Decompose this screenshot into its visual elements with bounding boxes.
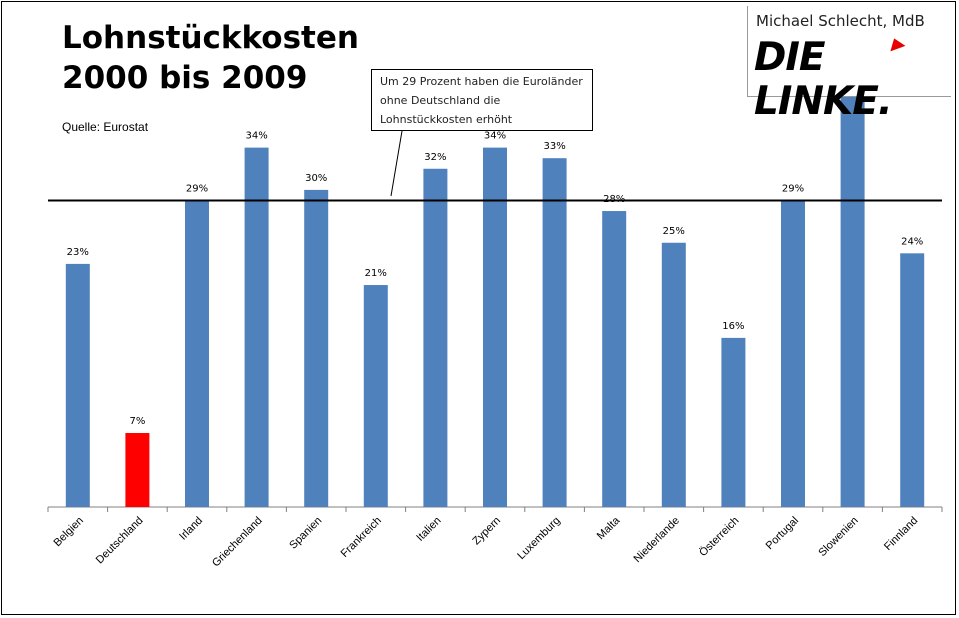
bar-5 [363, 285, 388, 507]
bar-2 [185, 200, 209, 507]
bar-8 [542, 158, 567, 507]
category-label-3: Griechenland [210, 515, 265, 570]
bar-11 [721, 337, 746, 507]
data-label-1: 7% [129, 416, 145, 427]
data-label-3: 34% [245, 131, 267, 142]
bar-13 [840, 84, 865, 507]
category-label-10: Niederlande [631, 515, 681, 565]
category-label-11: Österreich [697, 515, 741, 559]
data-label-4: 30% [305, 173, 327, 184]
category-label-13: Slowenien [816, 515, 860, 559]
data-label-8: 33% [543, 141, 565, 152]
bar-7 [483, 147, 507, 507]
category-label-5: Frankreich [339, 515, 384, 560]
category-label-2: Irland [177, 515, 205, 543]
data-label-14: 24% [901, 236, 923, 247]
bar-1 [125, 433, 150, 507]
data-label-12: 29% [782, 183, 804, 194]
data-label-6: 32% [424, 152, 446, 163]
data-label-10: 25% [663, 226, 685, 237]
bar-6 [423, 168, 448, 507]
source-note: Quelle: Eurostat [62, 120, 149, 134]
party-logo: Michael Schlecht, MdB DIE LINKE. [747, 6, 951, 124]
category-label-6: Italien [414, 515, 443, 544]
annotation-box: Um 29 Prozent haben die Euroländer ohne … [371, 69, 593, 131]
category-label-14: Finnland [882, 515, 920, 553]
category-label-8: Luxemburg [515, 515, 562, 562]
data-label-5: 21% [365, 268, 387, 279]
data-label-11: 16% [722, 321, 744, 332]
bar-4 [304, 189, 329, 507]
annotation-leader-line [390, 130, 403, 197]
chart-title: Lohnstückkosten 2000 bis 2009 [62, 20, 359, 96]
bar-3 [244, 147, 269, 507]
category-label-4: Spanien [287, 515, 324, 552]
category-label-9: Malta [595, 514, 623, 542]
bar-0 [65, 263, 90, 507]
bar-12 [781, 200, 805, 507]
category-label-12: Portugal [764, 515, 801, 552]
logo-party-name: DIE LINKE. [754, 35, 893, 124]
data-label-2: 29% [186, 183, 208, 194]
data-label-0: 23% [67, 247, 89, 258]
category-label-0: Belgien [51, 515, 85, 549]
bar-10 [661, 242, 686, 507]
category-label-7: Zypern [470, 515, 503, 548]
bar-9 [602, 211, 627, 508]
data-label-7: 34% [484, 131, 506, 142]
category-label-1: Deutschland [94, 515, 146, 567]
logo-person-name: Michael Schlecht, MdB [756, 12, 925, 30]
bar-14 [900, 253, 925, 507]
